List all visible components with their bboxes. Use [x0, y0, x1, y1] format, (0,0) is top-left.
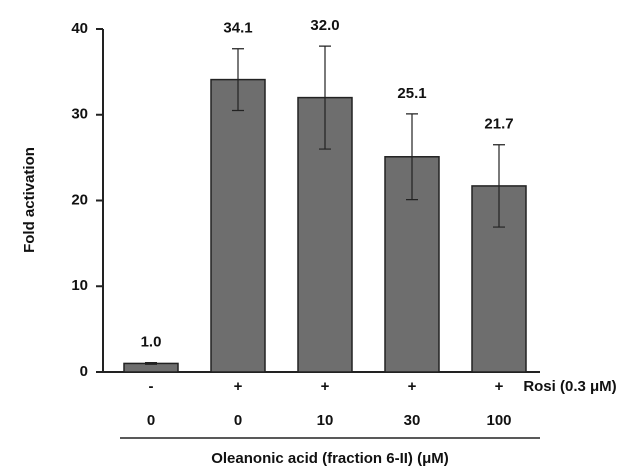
- y-tick-label: 10: [71, 277, 88, 294]
- rosi-sign: -: [149, 378, 154, 395]
- y-tick-label: 30: [71, 106, 88, 123]
- y-tick-label: 0: [80, 363, 88, 380]
- value-label: 25.1: [397, 85, 426, 102]
- error-bar: [493, 144, 505, 228]
- value-label: 34.1: [223, 20, 252, 37]
- rosi-sign: +: [495, 378, 504, 395]
- bar: [210, 78, 266, 373]
- value-label: 1.0: [141, 334, 162, 351]
- x-axis-label: Oleanonic acid (fraction 6-II) (μM): [211, 450, 449, 467]
- error-bar: [145, 361, 157, 365]
- value-label: 32.0: [310, 17, 339, 34]
- value-label: 21.7: [484, 116, 513, 133]
- x-tick-label: 100: [486, 412, 511, 429]
- x-tick-label: 0: [234, 412, 242, 429]
- rosi-sign: +: [408, 378, 417, 395]
- y-tick-label: 40: [71, 20, 88, 37]
- error-bar: [319, 45, 331, 150]
- rosi-sign: +: [234, 378, 243, 395]
- rosi-sign: +: [321, 378, 330, 395]
- x-tick-label: 10: [317, 412, 334, 429]
- rosi-label: Rosi (0.3 μM): [523, 378, 616, 395]
- y-axis-label: Fold activation: [21, 147, 38, 253]
- error-bar: [406, 113, 418, 201]
- y-tick-label: 20: [71, 191, 88, 208]
- error-bar: [232, 48, 244, 112]
- x-tick-label: 30: [404, 412, 421, 429]
- x-tick-label: 0: [147, 412, 155, 429]
